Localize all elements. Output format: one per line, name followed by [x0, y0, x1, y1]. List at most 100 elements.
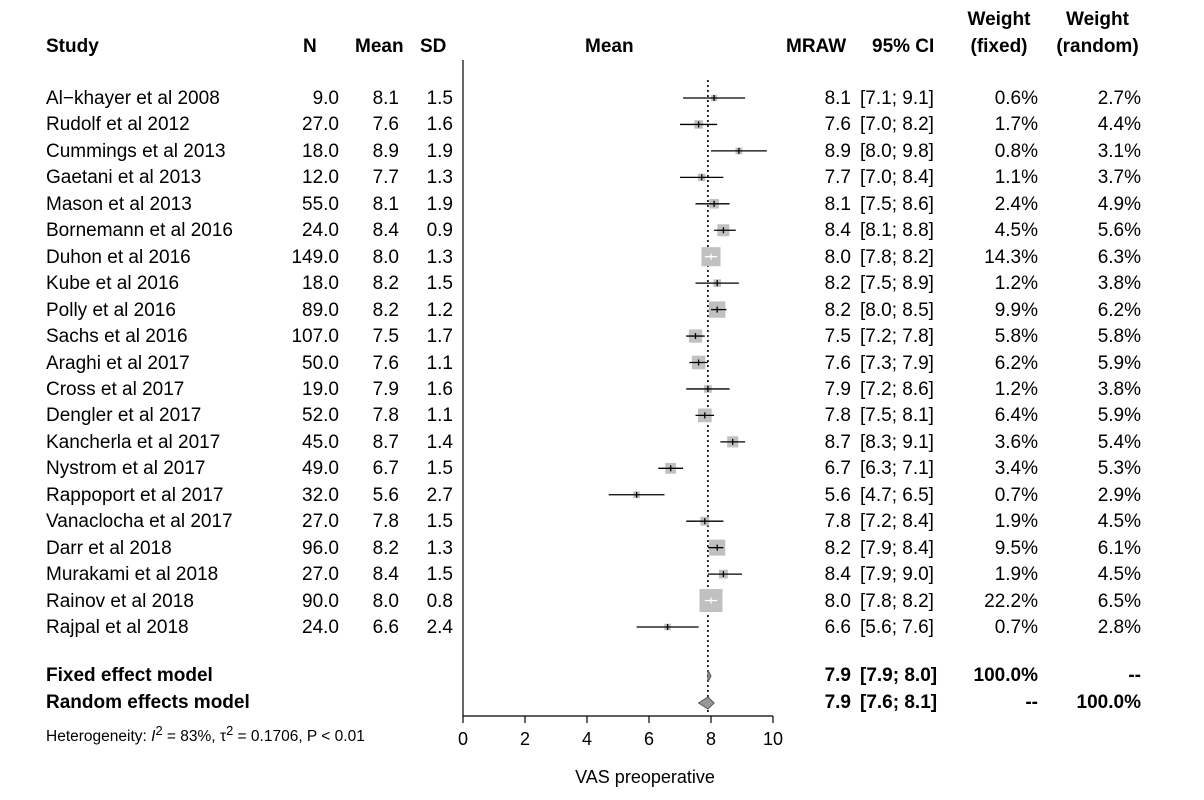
study-name: Rudolf et al 2012 [46, 114, 190, 136]
header-ci: 95% CI [872, 36, 935, 57]
header-weight-fixed-1: Weight [967, 9, 1031, 30]
tau-value: = 0.1706, P < 0.01 [233, 728, 365, 746]
study-mraw: 8.4 [824, 564, 851, 586]
study-mean: 7.8 [372, 511, 399, 533]
study-ci: [7.0; 8.2] [860, 114, 934, 136]
study-n: 9.0 [312, 88, 339, 109]
study-n: 89.0 [302, 299, 339, 321]
study-ci: [7.5; 8.9] [860, 273, 934, 295]
study-weight-fixed: 0.7% [994, 484, 1038, 506]
study-mean: 7.6 [372, 352, 399, 374]
study-weight-fixed: 1.9% [994, 564, 1038, 586]
study-name: Nystrom et al 2017 [46, 458, 206, 480]
study-name: Dengler et al 2017 [46, 405, 202, 427]
study-mraw: 8.9 [824, 140, 851, 162]
study-mraw: 6.7 [824, 458, 851, 480]
study-weight-fixed: 1.7% [994, 114, 1038, 136]
study-sd: 1.3 [426, 537, 453, 559]
x-tick-label: 0 [458, 729, 468, 749]
study-weight-fixed: 5.8% [994, 326, 1038, 348]
x-tick-label: 10 [763, 729, 783, 749]
header-study: Study [46, 36, 99, 57]
study-name: Cross et al 2017 [46, 378, 185, 400]
fixed-model-weight-fixed: 100.0% [973, 665, 1038, 686]
random-model-ci: [7.6; 8.1] [860, 692, 938, 713]
study-mean: 8.1 [372, 88, 399, 109]
study-weight-random: 3.8% [1097, 273, 1141, 295]
study-sd: 0.8 [426, 590, 453, 612]
study-ci: [7.9; 9.0] [860, 564, 934, 586]
study-ci: [7.8; 8.2] [860, 246, 934, 268]
study-ci: [7.9; 8.4] [860, 537, 934, 559]
study-weight-random: 3.8% [1097, 378, 1141, 400]
study-ci: [8.3; 9.1] [860, 431, 934, 453]
study-n: 27.0 [302, 511, 339, 533]
study-mean: 8.4 [372, 564, 399, 586]
study-mean: 7.5 [372, 326, 399, 348]
study-mraw: 8.1 [824, 88, 851, 109]
study-weight-fixed: 4.5% [994, 220, 1038, 242]
study-n: 18.0 [302, 273, 339, 295]
study-sd: 1.6 [426, 378, 453, 400]
study-ci: [7.3; 7.9] [860, 352, 934, 374]
study-name: Rappoport et al 2017 [46, 484, 224, 506]
study-sd: 1.5 [426, 511, 453, 533]
header-plot-mean: Mean [585, 36, 634, 57]
fixed-model-label: Fixed effect model [46, 665, 213, 686]
study-weight-fixed: 1.9% [994, 511, 1038, 533]
study-ci: [4.7; 6.5] [860, 484, 934, 506]
summary-diamond-random [697, 696, 715, 710]
study-weight-random: 5.3% [1097, 458, 1141, 480]
study-mraw: 7.5 [824, 326, 851, 348]
study-mean: 8.2 [372, 299, 399, 321]
heterogeneity-prefix: Heterogeneity: [46, 728, 152, 746]
study-mean: 6.6 [372, 617, 399, 638]
x-tick-label: 2 [520, 729, 530, 749]
header-mean: Mean [355, 36, 404, 57]
study-weight-random: 4.4% [1097, 114, 1141, 136]
study-ci: [8.1; 8.8] [860, 220, 934, 242]
summary-diamond-fixed [707, 669, 712, 683]
study-sd: 1.1 [426, 352, 453, 374]
study-mraw: 8.2 [824, 299, 851, 321]
study-mraw: 7.8 [824, 405, 851, 427]
x-tick-label: 6 [644, 729, 654, 749]
study-sd: 1.9 [426, 193, 453, 215]
study-ci: [7.5; 8.1] [860, 405, 934, 427]
study-n: 18.0 [302, 140, 339, 162]
study-mean: 5.6 [372, 484, 399, 506]
x-axis-label: VAS preoperative [575, 767, 715, 787]
study-sd: 1.5 [426, 273, 453, 295]
study-weight-fixed: 6.2% [994, 352, 1038, 374]
study-name: Mason et al 2013 [46, 193, 192, 215]
study-weight-fixed: 0.7% [994, 617, 1038, 638]
tau-symbol: τ [219, 728, 227, 746]
study-name: Gaetani et al 2013 [46, 167, 202, 189]
study-name: Rajpal et al 2018 [46, 617, 189, 638]
tau-sup: 2 [226, 723, 234, 738]
study-mraw: 7.6 [824, 352, 851, 374]
study-n: 27.0 [302, 564, 339, 586]
study-weight-random: 6.2% [1097, 299, 1141, 321]
study-weight-fixed: 9.9% [994, 299, 1038, 321]
study-weight-fixed: 2.4% [994, 193, 1038, 215]
study-weight-random: 3.1% [1097, 140, 1141, 162]
i2-value: = 83%, [162, 728, 220, 746]
study-weight-random: 2.9% [1097, 484, 1141, 506]
study-sd: 1.6 [426, 114, 453, 136]
study-weight-random: 6.5% [1097, 590, 1141, 612]
fixed-model-weight-random: -- [1128, 665, 1141, 686]
study-ci: [6.3; 7.1] [860, 458, 934, 480]
study-sd: 1.5 [426, 564, 453, 586]
header-n: N [303, 36, 317, 57]
study-ci: [7.1; 9.1] [860, 88, 934, 109]
study-n: 52.0 [302, 405, 339, 427]
study-mraw: 5.6 [824, 484, 851, 506]
study-sd: 1.5 [426, 88, 453, 109]
study-weight-fixed: 9.5% [994, 537, 1038, 559]
study-n: 45.0 [302, 431, 339, 453]
study-mraw: 7.8 [824, 511, 851, 533]
study-mraw: 8.2 [824, 273, 851, 295]
study-weight-fixed: 22.2% [984, 590, 1038, 612]
study-name: Araghi et al 2017 [46, 352, 190, 374]
